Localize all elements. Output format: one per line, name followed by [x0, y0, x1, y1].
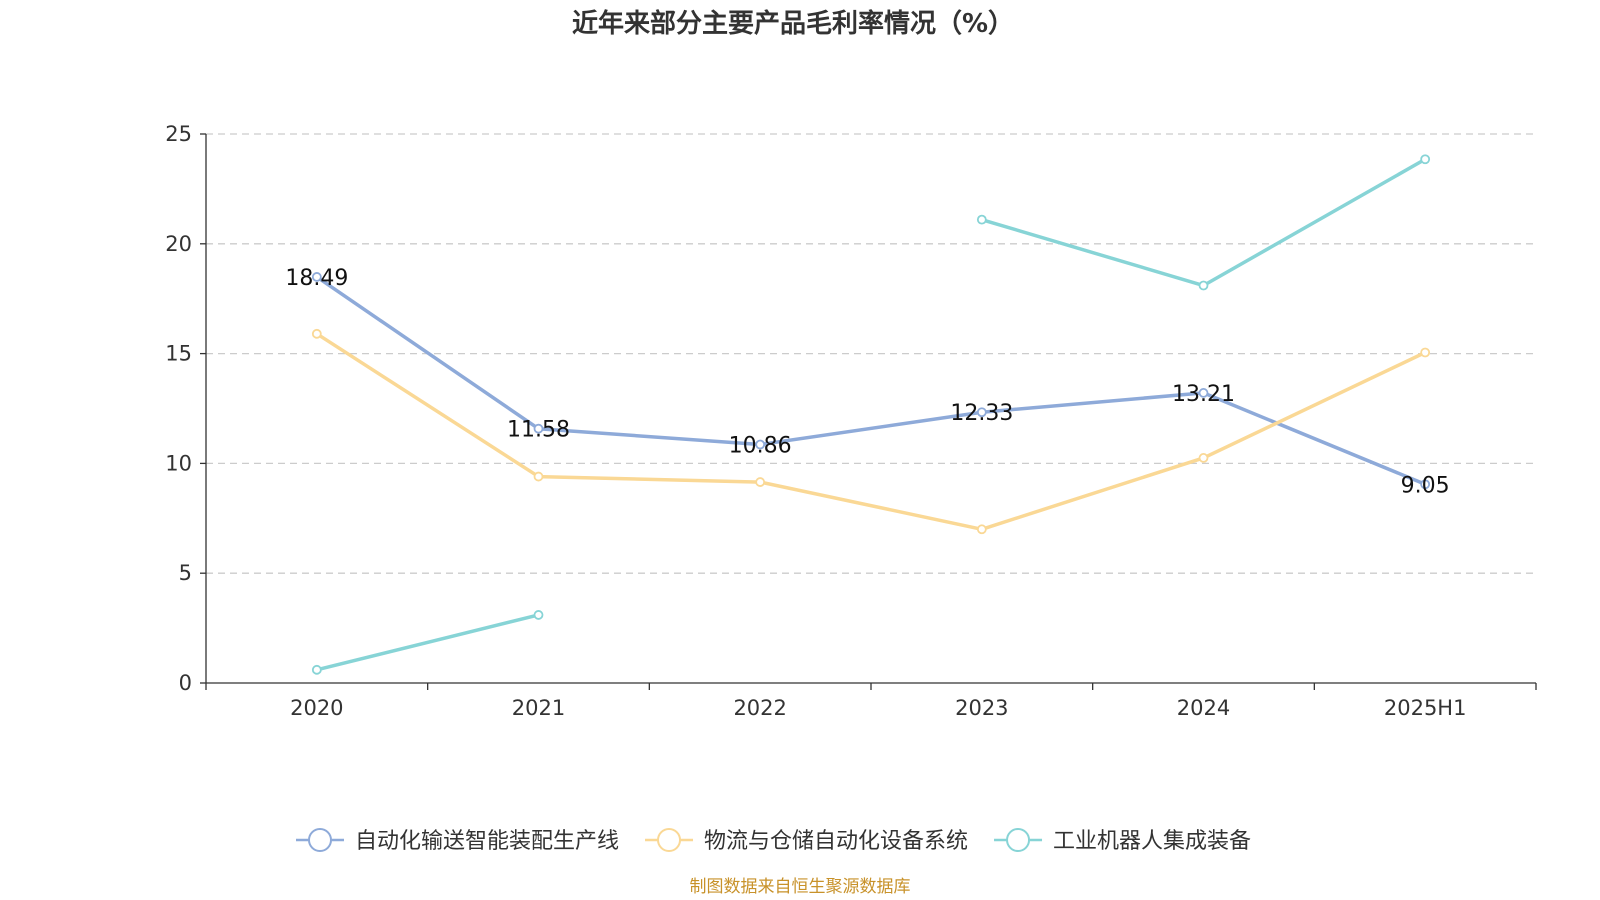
x-tick-label: 2021: [512, 696, 565, 720]
source-note: 制图数据来自恒生聚源数据库: [690, 877, 911, 897]
data-point: [755, 439, 766, 450]
x-tick-label: 2025H1: [1384, 696, 1467, 720]
legend-label: 物流与仓储自动化设备系统: [704, 829, 968, 854]
legend: 自动化输送智能装配生产线 物流与仓储自动化设备系统 工业机器人集成装备: [296, 828, 1251, 854]
data-label: 18.49: [285, 266, 348, 291]
axes: 0 5 10 15 20 25 2020 2021 2022 2023 2024 2025H1: [165, 122, 1537, 720]
x-tick-label: 2024: [1177, 696, 1230, 720]
series-lines: [311, 154, 1431, 675]
y-tick-label: 10: [165, 451, 192, 475]
data-point: [311, 272, 322, 282]
data-point: [755, 477, 766, 487]
series-line: [981, 157, 1427, 288]
legend-label: 自动化输送智能装配生产线: [355, 829, 619, 854]
data-label: 9.05: [1401, 473, 1450, 498]
data-label: 10.86: [729, 434, 792, 459]
y-tick-label: 25: [165, 122, 192, 146]
series-line: [315, 275, 1426, 486]
series-line: [315, 332, 1426, 532]
data-point: [1198, 388, 1209, 398]
x-tick-label: 2023: [955, 696, 1008, 720]
chart-title: 近年来部分主要产品毛利率情况（%）: [572, 8, 1014, 39]
y-tick-label: 15: [165, 342, 192, 366]
data-point: [976, 214, 987, 225]
data-point: [1198, 280, 1209, 291]
data-point: [1420, 347, 1431, 358]
legend-marker: [657, 828, 682, 852]
x-tick-label: 2020: [290, 696, 343, 720]
data-point: [533, 471, 544, 482]
legend-marker: [1006, 828, 1031, 852]
data-point: [311, 664, 322, 675]
data-labels: 18.49 11.58 10.86 12.33 13.21 9.05: [285, 266, 1449, 498]
data-point: [533, 610, 544, 620]
legend-marker: [308, 828, 332, 852]
data-point: [976, 524, 987, 535]
data-point: [311, 328, 322, 339]
y-tick-label: 0: [179, 671, 192, 695]
x-tick-label: 2022: [733, 696, 786, 720]
legend-label: 工业机器人集成装备: [1053, 829, 1251, 854]
series-line: [316, 613, 539, 672]
data-point: [1198, 453, 1209, 463]
data-point: [533, 423, 544, 434]
data-label: 12.33: [950, 401, 1013, 426]
y-tick-label: 20: [165, 232, 192, 256]
data-point: [976, 407, 987, 418]
data-point: [1420, 479, 1431, 490]
data-label: 11.58: [507, 418, 570, 443]
y-tick-label: 5: [179, 561, 192, 585]
data-label: 13.21: [1172, 382, 1235, 407]
data-point: [1420, 154, 1431, 165]
